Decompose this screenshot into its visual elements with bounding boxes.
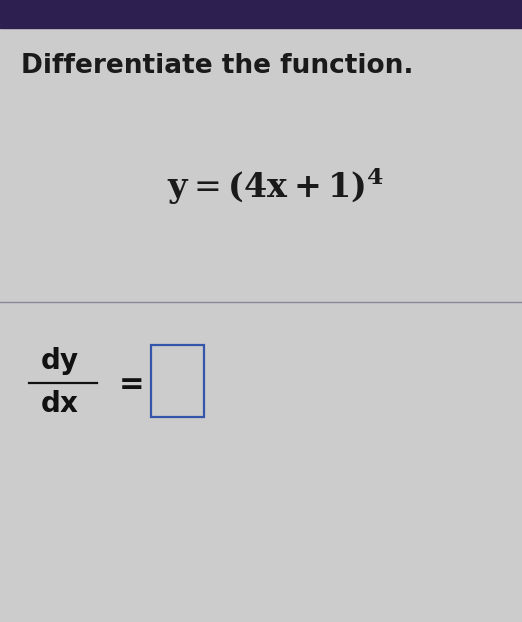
- Text: Differentiate the function.: Differentiate the function.: [21, 53, 413, 79]
- Text: $\mathbf{dx}$: $\mathbf{dx}$: [40, 391, 80, 418]
- Text: $\mathbf{=}$: $\mathbf{=}$: [113, 367, 143, 398]
- Text: $\mathregular{y} = \mathregular{(4x+1)^4}$: $\mathregular{y} = \mathregular{(4x+1)^4…: [167, 166, 384, 207]
- Bar: [0, 0, 522, 28]
- Text: $\mathbf{dy}$: $\mathbf{dy}$: [40, 345, 80, 377]
